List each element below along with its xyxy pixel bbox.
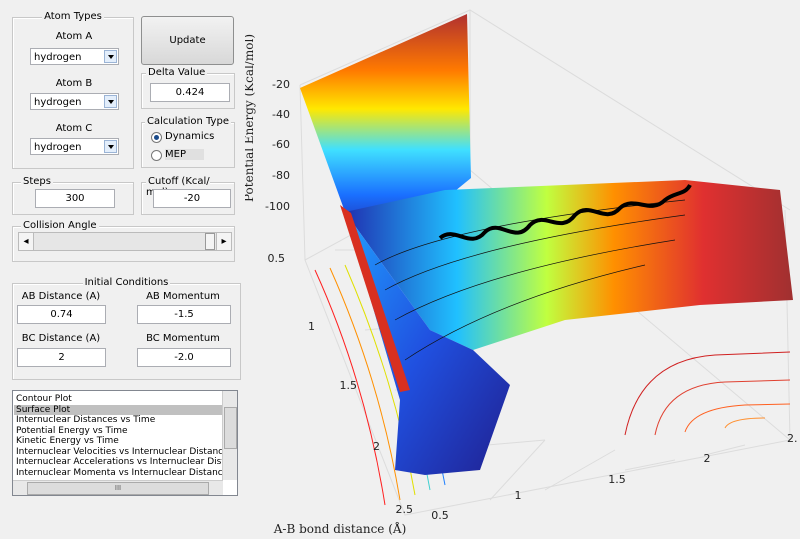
- z-axis-label: Potential Energy (Kcal/mol): [245, 34, 256, 202]
- list-item[interactable]: Internuclear Accelerations vs Internucle…: [16, 457, 222, 467]
- cutoff-input[interactable]: -20: [153, 189, 231, 208]
- x-axis-label: A-B bond distance (Å): [273, 521, 407, 536]
- list-item[interactable]: Surface Plot: [14, 404, 222, 415]
- list-items: Contour Plot Surface Plot Internuclear Dis…: [14, 394, 222, 478]
- list-item[interactable]: Contour Plot: [16, 394, 72, 404]
- radio-label: Dynamics: [165, 131, 215, 142]
- label: Atom A: [55, 31, 93, 42]
- calc-type-panel: Calculation Type: [141, 116, 235, 168]
- bc-tick-label: 0.5: [431, 509, 449, 522]
- h-thumb[interactable]: III: [27, 482, 209, 495]
- input[interactable]: 2: [17, 348, 106, 367]
- h-scrollbar[interactable]: III: [13, 480, 223, 495]
- input[interactable]: -1.5: [137, 305, 231, 324]
- dropdown[interactable]: hydrogen: [30, 138, 119, 155]
- plot-listbox[interactable]: Contour Plot Surface Plot Internuclear Dis…: [12, 390, 238, 496]
- ab-tick-label: 1: [308, 320, 315, 333]
- bc-tick-label: 2: [704, 452, 711, 465]
- collision-panel: Collision Angle: [12, 220, 235, 262]
- panel-title: Atom Types: [42, 11, 104, 22]
- label: BC Momentum: [146, 333, 220, 344]
- ab-tick-label: 0.5: [268, 252, 286, 265]
- radio-dot: [154, 135, 159, 140]
- delta-panel: Delta Value: [141, 67, 235, 109]
- dropdown[interactable]: hydrogen: [30, 93, 119, 110]
- dropdown-value: hydrogen: [34, 97, 82, 108]
- panel-title: Initial Conditions: [82, 277, 171, 288]
- surface-valley: [345, 212, 510, 475]
- ab-tick-label: 1.5: [340, 379, 358, 392]
- label: AB Momentum: [146, 291, 220, 302]
- input[interactable]: 0.74: [17, 305, 106, 324]
- panel-title: Steps: [21, 176, 53, 187]
- surface-wall: [300, 14, 471, 240]
- slider-right[interactable]: ▸: [216, 233, 231, 250]
- ab-tick-label: 2.5: [396, 503, 414, 516]
- angle-slider[interactable]: ◂ ▸: [18, 232, 232, 251]
- panel-title: Collision Angle: [21, 220, 99, 231]
- ab-tick-label: 2: [373, 440, 380, 453]
- z-tick-label: -80: [272, 169, 290, 182]
- label: BC Distance (A): [21, 333, 101, 344]
- dropdown-value: hydrogen: [34, 142, 82, 153]
- radio-label: MEP: [165, 149, 204, 160]
- bc-tick-label: 1.5: [608, 473, 626, 486]
- slider-thumb[interactable]: [205, 233, 215, 250]
- panel-title: Delta Value: [146, 67, 208, 78]
- v-thumb[interactable]: [224, 407, 237, 449]
- label: Atom C: [55, 123, 93, 134]
- steps-panel: Steps: [12, 176, 134, 215]
- list-item[interactable]: Internuclear Velocities vs Internuclear …: [16, 446, 222, 457]
- z-tick-label: -60: [272, 138, 290, 151]
- bc-tick-label: 2.: [787, 432, 798, 445]
- z-tick-label: -20: [272, 78, 290, 91]
- list-item[interactable]: Potential Energy vs Time: [16, 425, 128, 436]
- z-tick-label: -100: [265, 200, 290, 213]
- surface-ridge: [345, 180, 793, 350]
- radio-button[interactable]: [151, 150, 162, 161]
- z-tick-label: -40: [272, 108, 290, 121]
- radio-button[interactable]: [151, 132, 162, 143]
- dropdown-value: hydrogen: [34, 52, 82, 63]
- list-item[interactable]: Kinetic Energy vs Time: [16, 436, 119, 446]
- delta-input[interactable]: 0.424: [150, 83, 230, 102]
- list-item[interactable]: Internuclear Momenta vs Internuclear Dis…: [16, 467, 222, 478]
- steps-input[interactable]: 300: [35, 189, 115, 208]
- surface-plot: -20 -40 -60 -80 -100 0.5 1 1.5 2 2.5 0.5…: [245, 9, 798, 536]
- label: Atom B: [55, 78, 93, 89]
- dropdown[interactable]: hydrogen: [30, 48, 119, 65]
- trajectory: [438, 183, 692, 241]
- atom-types-panel: Atom Types: [12, 11, 134, 169]
- bc-tick-label: 1: [515, 489, 522, 502]
- initial-conditions-panel: Initial Conditions: [12, 277, 241, 380]
- slider-left[interactable]: ◂: [19, 233, 34, 250]
- panel-title: Calculation Type: [145, 116, 231, 127]
- surface-edge: [340, 205, 410, 392]
- v-scrollbar[interactable]: [222, 391, 237, 480]
- update-button[interactable]: Update: [141, 16, 234, 65]
- list-item[interactable]: Internuclear Distances vs Time: [16, 415, 156, 425]
- label: AB Distance (A): [21, 291, 101, 302]
- input[interactable]: -2.0: [137, 348, 231, 367]
